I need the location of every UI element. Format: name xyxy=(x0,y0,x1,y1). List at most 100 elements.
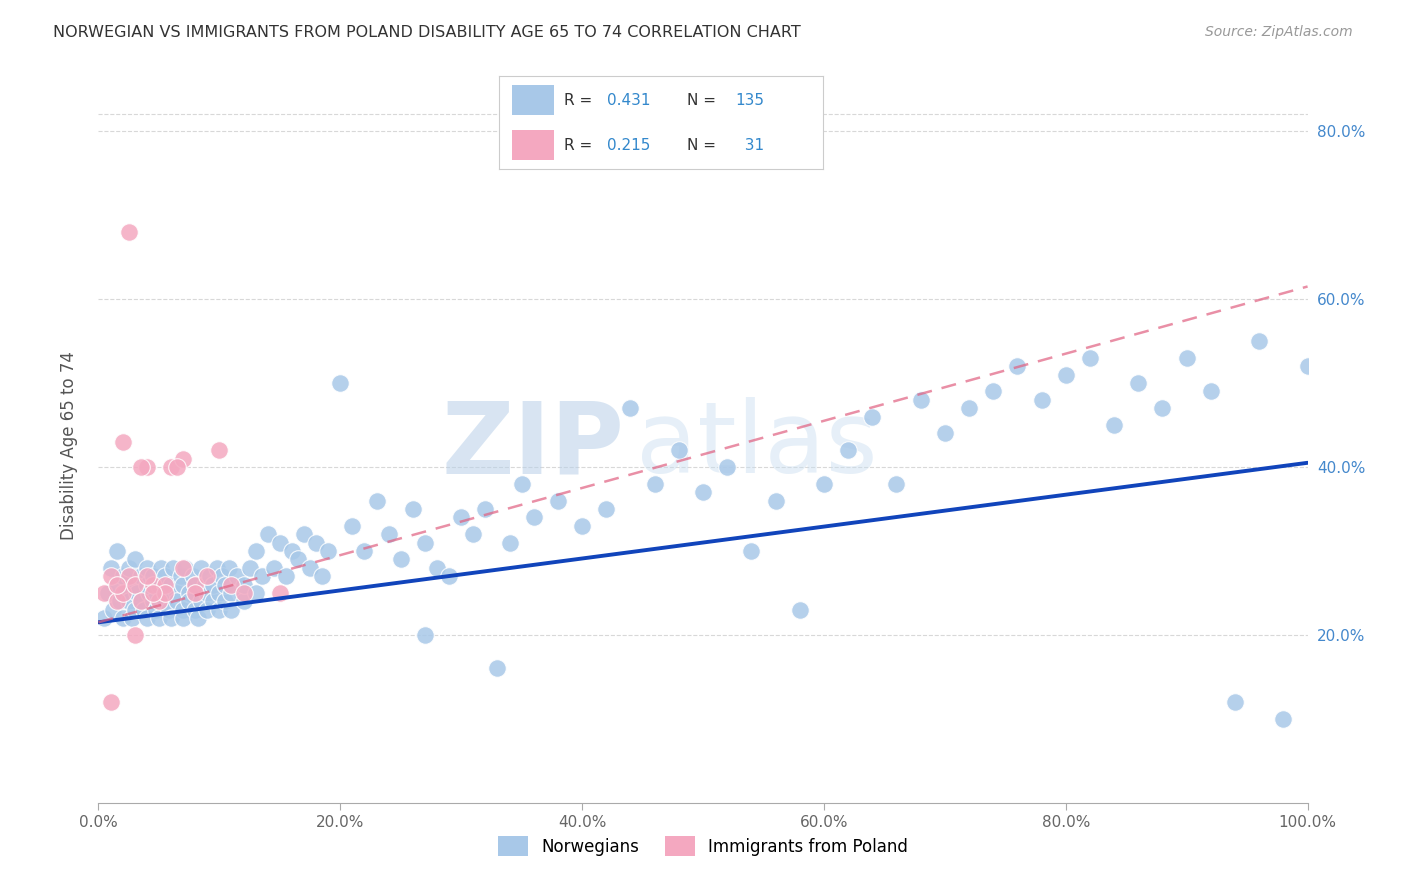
Point xyxy=(129,594,152,608)
Point xyxy=(221,603,243,617)
Point xyxy=(263,560,285,574)
Point xyxy=(166,460,188,475)
Point xyxy=(226,569,249,583)
Point xyxy=(1223,695,1246,709)
Point xyxy=(148,594,170,608)
Point xyxy=(187,611,209,625)
Point xyxy=(179,594,201,608)
Point xyxy=(413,628,436,642)
Point xyxy=(1128,376,1150,390)
Point xyxy=(305,535,328,549)
Point xyxy=(205,560,228,574)
Point xyxy=(172,560,194,574)
Point xyxy=(463,527,485,541)
Point xyxy=(1054,368,1077,382)
Point xyxy=(910,392,932,407)
Point xyxy=(269,535,291,549)
Point xyxy=(190,594,212,608)
Point xyxy=(184,577,207,591)
Point xyxy=(214,577,236,591)
Point xyxy=(195,603,218,617)
Point xyxy=(153,569,176,583)
Point xyxy=(1007,359,1029,374)
Point xyxy=(218,560,240,574)
Text: N =: N = xyxy=(686,93,720,108)
Point xyxy=(111,586,134,600)
Point xyxy=(153,577,176,591)
Point xyxy=(437,569,460,583)
Point xyxy=(214,594,236,608)
Point xyxy=(111,611,134,625)
Point xyxy=(934,426,956,441)
Point xyxy=(142,586,165,600)
Point xyxy=(157,603,180,617)
Point xyxy=(232,577,254,591)
Point xyxy=(135,611,157,625)
Point xyxy=(595,502,617,516)
Point xyxy=(153,586,176,600)
Point xyxy=(498,535,520,549)
Point xyxy=(124,603,146,617)
Point xyxy=(1249,334,1271,348)
Point xyxy=(245,544,267,558)
Point xyxy=(105,594,128,608)
Point xyxy=(111,569,134,583)
Point xyxy=(366,493,388,508)
Point xyxy=(1152,401,1174,416)
Point xyxy=(1199,384,1222,399)
Point xyxy=(124,577,146,591)
Point xyxy=(789,603,811,617)
Point xyxy=(172,451,194,466)
Point xyxy=(150,560,173,574)
Point xyxy=(1078,351,1101,365)
Point xyxy=(886,476,908,491)
Point xyxy=(142,569,165,583)
Text: 31: 31 xyxy=(735,137,765,153)
Point xyxy=(208,443,231,458)
Point xyxy=(426,560,449,574)
Point xyxy=(1296,359,1319,374)
Point xyxy=(716,460,738,475)
Point xyxy=(740,544,762,558)
Point xyxy=(166,594,188,608)
Point xyxy=(981,384,1004,399)
Legend: Norwegians, Immigrants from Poland: Norwegians, Immigrants from Poland xyxy=(492,830,914,863)
Point xyxy=(250,569,273,583)
Point xyxy=(221,586,243,600)
Point xyxy=(100,695,122,709)
Point xyxy=(269,586,291,600)
Point xyxy=(145,603,167,617)
Point xyxy=(486,661,509,675)
Text: atlas: atlas xyxy=(637,398,879,494)
Text: NORWEGIAN VS IMMIGRANTS FROM POLAND DISABILITY AGE 65 TO 74 CORRELATION CHART: NORWEGIAN VS IMMIGRANTS FROM POLAND DISA… xyxy=(53,25,801,40)
Point xyxy=(172,603,194,617)
Point xyxy=(121,611,143,625)
Point xyxy=(174,560,197,574)
Text: R =: R = xyxy=(564,93,598,108)
Point xyxy=(1175,351,1198,365)
Point xyxy=(129,569,152,583)
Point xyxy=(198,569,221,583)
Point xyxy=(138,586,160,600)
Point xyxy=(353,544,375,558)
Point xyxy=(311,569,333,583)
Point xyxy=(644,476,666,491)
Point xyxy=(184,577,207,591)
Point xyxy=(162,560,184,574)
Point xyxy=(377,527,399,541)
Point xyxy=(184,586,207,600)
Point xyxy=(510,476,533,491)
Point xyxy=(474,502,496,516)
Point xyxy=(135,560,157,574)
Point xyxy=(129,594,152,608)
Point xyxy=(668,443,690,458)
Point xyxy=(118,569,141,583)
Text: N =: N = xyxy=(686,137,720,153)
Point xyxy=(166,586,188,600)
Point xyxy=(274,569,297,583)
Point xyxy=(135,569,157,583)
Point xyxy=(135,577,157,591)
Point xyxy=(111,434,134,449)
Point xyxy=(142,594,165,608)
Text: ZIP: ZIP xyxy=(441,398,624,494)
